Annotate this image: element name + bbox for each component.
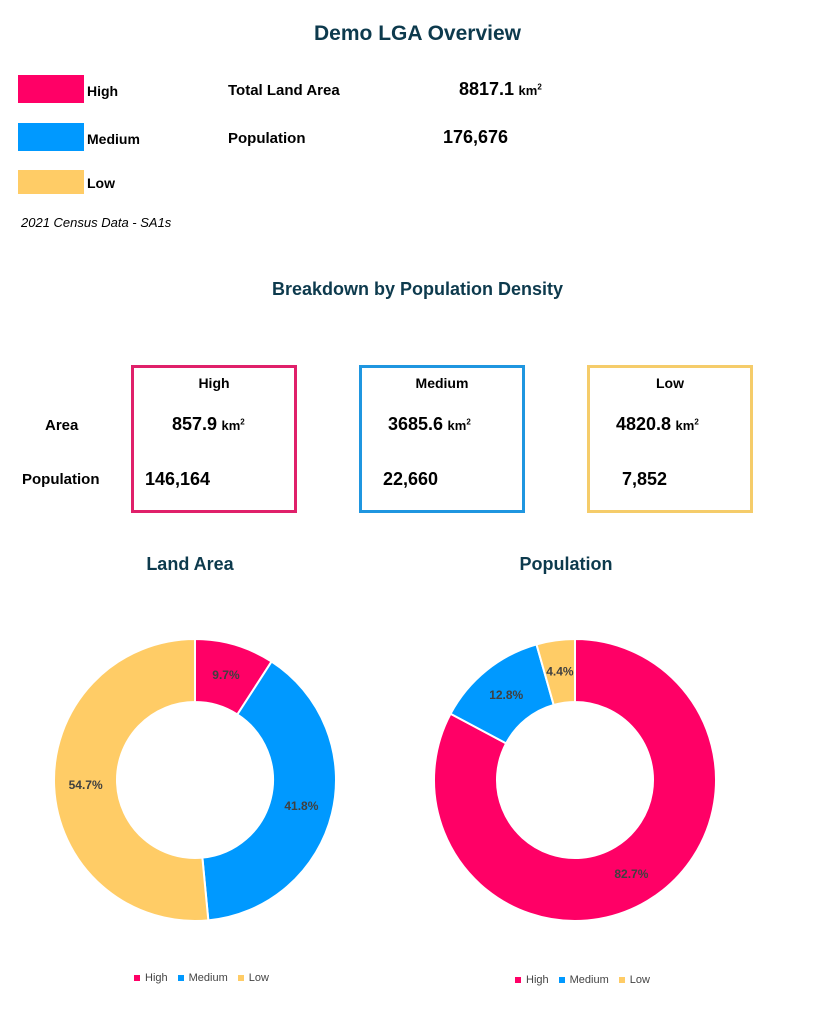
legend-label-low: Low [87, 175, 115, 191]
medium-population-value: 22,660 [383, 469, 439, 489]
density-box-high-label: High [198, 375, 230, 391]
population-label-high: 82.7% [614, 867, 648, 881]
population-legend-item-low: Low [618, 974, 650, 986]
unit-text: km [221, 418, 241, 433]
density-box-low-area: 4820.8 km2 [616, 414, 699, 435]
land-area-slice-medium [201, 660, 337, 922]
legend-label-medium: Medium [87, 131, 140, 147]
density-box-high: High 857.9 km2 146,164 [131, 365, 297, 513]
row-area-label: Area [45, 417, 79, 434]
land-area-chart-legend: High Medium Low [134, 972, 269, 984]
total-area-value: 8817.1 [459, 79, 515, 99]
unit-exp: 2 [240, 417, 245, 427]
population-legend-marker-medium [558, 977, 565, 983]
high-area-unit: km2 [222, 418, 245, 433]
population-legend-item-medium: Medium [558, 974, 609, 986]
population-donut-chart: 82.7% 12.8% 4.4% [433, 637, 717, 922]
land-area-label-medium: 41.8% [284, 799, 318, 813]
unit-text: km [675, 418, 695, 433]
land-area-legend-text-high: High [145, 972, 168, 984]
land-area-slice-low [53, 637, 210, 922]
land-area-label-low: 54.7% [69, 778, 103, 792]
land-area-legend-item-medium: Medium [177, 972, 228, 984]
low-area-value: 4820.8 [616, 414, 672, 434]
breakdown-title: Breakdown by Population Density [271, 279, 564, 299]
population-slice-high [433, 637, 717, 922]
total-area-value-group: 8817.1 km2 [459, 79, 542, 100]
page-title: Demo LGA Overview [314, 22, 521, 45]
population-legend-item-high: High [515, 974, 549, 986]
population-legend-marker-low [618, 977, 625, 983]
population-legend-text-low: Low [629, 974, 650, 986]
high-area-value: 857.9 [172, 414, 218, 434]
low-area-unit: km2 [676, 418, 699, 433]
census-note: 2021 Census Data - SA1s [21, 215, 172, 230]
density-box-medium: Medium 3685.6 km2 22,660 [359, 365, 525, 513]
land-area-legend-marker-high [134, 975, 140, 981]
land-area-legend-marker-low [237, 975, 244, 981]
density-box-high-area: 857.9 km2 [172, 414, 245, 435]
land-area-donut-chart: 9.7% 41.8% 54.7% [53, 637, 337, 922]
unit-text: km [447, 418, 467, 433]
population-label: Population [228, 130, 306, 147]
population-chart-title: Population [519, 554, 613, 574]
total-area-unit: km2 [519, 83, 542, 98]
medium-area-value: 3685.6 [388, 414, 444, 434]
population-chart-legend: High Medium Low [515, 974, 650, 986]
density-box-medium-area: 3685.6 km2 [388, 414, 471, 435]
density-box-medium-label: Medium [415, 375, 469, 391]
legend-swatch-low [18, 170, 84, 194]
total-area-label: Total Land Area [228, 82, 340, 99]
unit-exp: 2 [694, 417, 699, 427]
legend-label-high: High [87, 83, 119, 99]
population-value: 176,676 [443, 127, 509, 147]
land-area-label-high: 9.7% [212, 668, 240, 682]
population-legend-marker-high [515, 977, 521, 983]
density-box-low: Low 4820.8 km2 7,852 [587, 365, 753, 513]
population-legend-text-medium: Medium [569, 974, 609, 986]
high-population-value: 146,164 [145, 469, 211, 489]
land-area-legend-text-medium: Medium [188, 972, 228, 984]
low-population-value: 7,852 [622, 469, 668, 489]
unit-exp: 2 [537, 82, 542, 92]
population-label-low: 4.4% [546, 665, 574, 679]
population-slice-low [535, 637, 576, 707]
land-area-legend-item-low: Low [237, 972, 269, 984]
unit-text: km [518, 83, 538, 98]
unit-exp: 2 [466, 417, 471, 427]
medium-area-unit: km2 [448, 418, 471, 433]
legend-swatch-medium [18, 123, 84, 151]
land-area-chart-title: Land Area [146, 554, 234, 574]
density-box-low-label: Low [656, 375, 684, 391]
population-label-medium: 12.8% [489, 688, 523, 702]
land-area-legend-item-high: High [134, 972, 168, 984]
legend-swatch-high [18, 75, 84, 103]
row-population-label: Population [22, 471, 100, 488]
land-area-legend-marker-medium [177, 975, 184, 981]
population-legend-text-high: High [526, 974, 549, 986]
land-area-legend-text-low: Low [248, 972, 269, 984]
